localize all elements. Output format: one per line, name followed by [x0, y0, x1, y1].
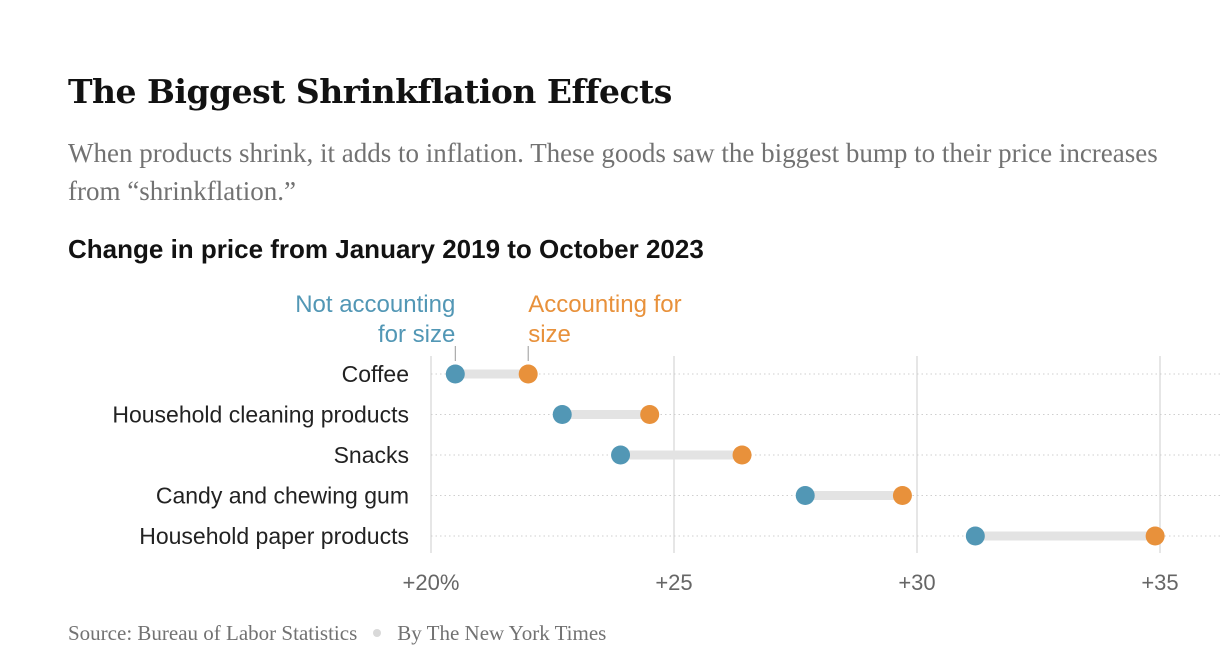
dot-accounting: [732, 445, 752, 465]
dot-not-accounting: [795, 486, 815, 505]
dot-accounting: [892, 486, 912, 505]
dot-not-accounting: [965, 526, 985, 546]
x-tick-label: +20%: [403, 570, 460, 595]
category-label: Snacks: [334, 442, 409, 468]
x-tick-label: +35: [1141, 570, 1178, 595]
dot-not-accounting: [445, 364, 465, 384]
dot-accounting: [518, 364, 538, 384]
category-label: Household cleaning products: [112, 402, 409, 428]
chart-heading: Change in price from January 2019 to Oct…: [68, 234, 704, 264]
separator-dot: [373, 629, 382, 638]
dot-accounting: [1145, 526, 1165, 546]
chart-subtitle: When products shrink, it adds to inflati…: [68, 138, 1158, 206]
dot-not-accounting: [611, 445, 631, 465]
category-label: Household paper products: [139, 523, 409, 549]
category-label: Coffee: [342, 361, 409, 387]
legend-label-not-accounting: Not accounting: [295, 291, 455, 318]
source-note: Source: Bureau of Labor Statistics: [68, 621, 358, 645]
dot-accounting: [640, 405, 660, 424]
legend-label-accounting: Accounting for: [528, 291, 681, 318]
legend-label-not-accounting: for size: [378, 321, 455, 348]
byline: By The New York Times: [397, 621, 607, 645]
dot-not-accounting: [552, 405, 572, 424]
category-label: Candy and chewing gum: [156, 483, 409, 509]
legend-label-accounting: size: [528, 321, 571, 348]
chart-title: The Biggest Shrinkflation Effects: [68, 72, 672, 111]
footer: Source: Bureau of Labor Statistics By The…: [68, 621, 606, 646]
x-tick-label: +25: [655, 570, 692, 595]
x-tick-label: +30: [898, 570, 935, 595]
